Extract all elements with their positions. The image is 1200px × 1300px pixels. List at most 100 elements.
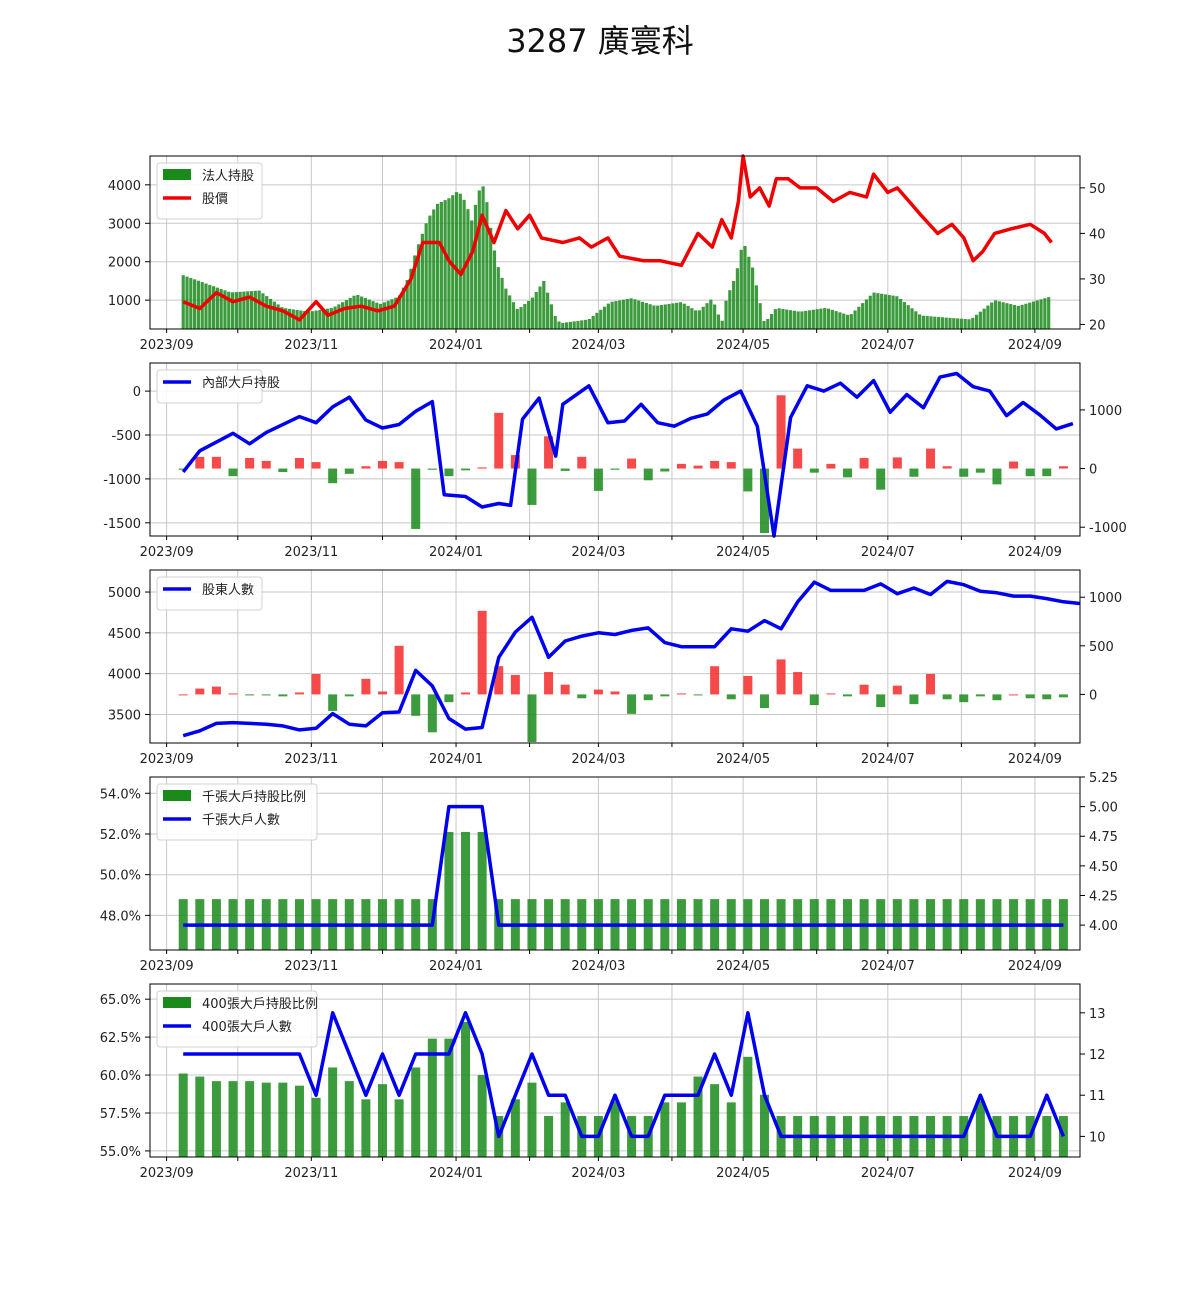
holding-bar [834, 311, 838, 329]
ratio-bar [1058, 1116, 1068, 1157]
holding-bar [845, 314, 850, 329]
holding-bar [606, 303, 610, 329]
change-bar [1009, 694, 1019, 696]
change-bar [577, 694, 587, 699]
change-bar [909, 468, 919, 477]
holding-bar [572, 321, 576, 329]
holding-bar [1035, 300, 1039, 329]
legend-box [156, 990, 318, 1048]
y-tick-label: 60.0% [100, 1069, 141, 1084]
change-bar [610, 691, 620, 695]
holding-bar [405, 279, 409, 329]
x-tick-label: 2024/03 [571, 959, 625, 974]
ratio-bar [294, 1085, 304, 1157]
holding-bar [504, 288, 508, 329]
holding-bar [754, 285, 758, 329]
change-bar [577, 456, 587, 469]
holding-bar [648, 304, 652, 329]
ratio-bar [975, 1100, 985, 1157]
holding-bar [963, 318, 967, 329]
ratio-bar [178, 1073, 188, 1157]
change-bar [876, 694, 886, 708]
ratio-bar [228, 1081, 238, 1157]
holding-bar [944, 317, 948, 329]
ratio-bar [477, 831, 487, 950]
holding-bar [682, 303, 686, 329]
holding-bar [940, 317, 944, 329]
change-bar [311, 462, 321, 469]
holding-bar [265, 296, 269, 329]
holding-bar [230, 292, 235, 329]
holding-bar [910, 308, 914, 329]
x-tick-label: 2024/07 [861, 1166, 915, 1181]
ratio-bar [726, 1102, 736, 1157]
holding-bar [883, 294, 888, 329]
y2-tick-label: 20 [1089, 318, 1106, 333]
y-tick-label: -500 [111, 429, 141, 444]
legend-entry: 法人持股 [202, 169, 254, 184]
plot-frame [149, 362, 1081, 537]
ratio-bar [544, 1116, 554, 1157]
y-tick-label: 65.0% [100, 993, 141, 1008]
holding-bar [732, 280, 736, 329]
x-tick-label: 2023/11 [284, 959, 338, 974]
x-tick-label: 2024/05 [716, 959, 770, 974]
holding-bar [193, 279, 197, 329]
y2-tick-label: 40 [1089, 227, 1106, 242]
holding-bar [899, 299, 903, 329]
x-tick-label: 2024/07 [861, 959, 915, 974]
y2-tick-label: 30 [1089, 273, 1106, 288]
holding-bar [751, 267, 755, 329]
change-bar [1009, 461, 1019, 469]
holding-bar [367, 299, 371, 329]
change-bar [776, 395, 786, 469]
legend-swatch [163, 790, 191, 801]
holding-bar [371, 301, 375, 329]
ratio-bar [610, 1100, 620, 1157]
holding-bar [952, 318, 956, 329]
holding-bar [1043, 298, 1047, 329]
holding-bar [492, 250, 497, 329]
holding-bar [583, 319, 588, 329]
holding-bar [208, 284, 212, 329]
holding-bar [644, 303, 648, 329]
change-bar [892, 457, 902, 469]
change-bar [693, 465, 703, 469]
holding-bar [686, 305, 690, 329]
ratio-bar [261, 1082, 271, 1157]
change-bar [411, 468, 421, 529]
holding-bar [242, 291, 246, 329]
change-bar [427, 468, 437, 470]
ratio-bar [211, 1081, 221, 1157]
holding-bar [352, 295, 356, 329]
ratio-bar [444, 1038, 454, 1157]
change-bar [959, 468, 969, 477]
holding-bar [872, 292, 876, 329]
change-bar [427, 694, 437, 733]
ratio-bar [427, 1038, 437, 1157]
plot-frame [149, 569, 1081, 744]
holding-bar [982, 308, 986, 329]
change-bar [510, 674, 520, 695]
holding-bar [826, 308, 831, 329]
holding-bar [337, 304, 341, 329]
holding-bar [268, 298, 273, 329]
holders-line [181, 371, 1074, 538]
holding-bar [409, 268, 413, 329]
change-bar [593, 468, 603, 491]
change-bar [1025, 468, 1035, 477]
holding-bar [690, 308, 694, 329]
holding-bar [610, 301, 614, 329]
holding-bar [386, 300, 390, 329]
holding-bar [819, 308, 823, 329]
x-tick-label: 2023/09 [140, 959, 194, 974]
holding-bar [887, 295, 891, 329]
change-bar [776, 659, 786, 695]
change-bar [710, 666, 720, 695]
y-tick-label: 3000 [108, 217, 141, 232]
change-bar [843, 468, 852, 478]
change-bar [378, 691, 387, 695]
holding-bar [435, 203, 440, 329]
ratio-bar [710, 1084, 720, 1157]
holding-bar [360, 296, 364, 329]
